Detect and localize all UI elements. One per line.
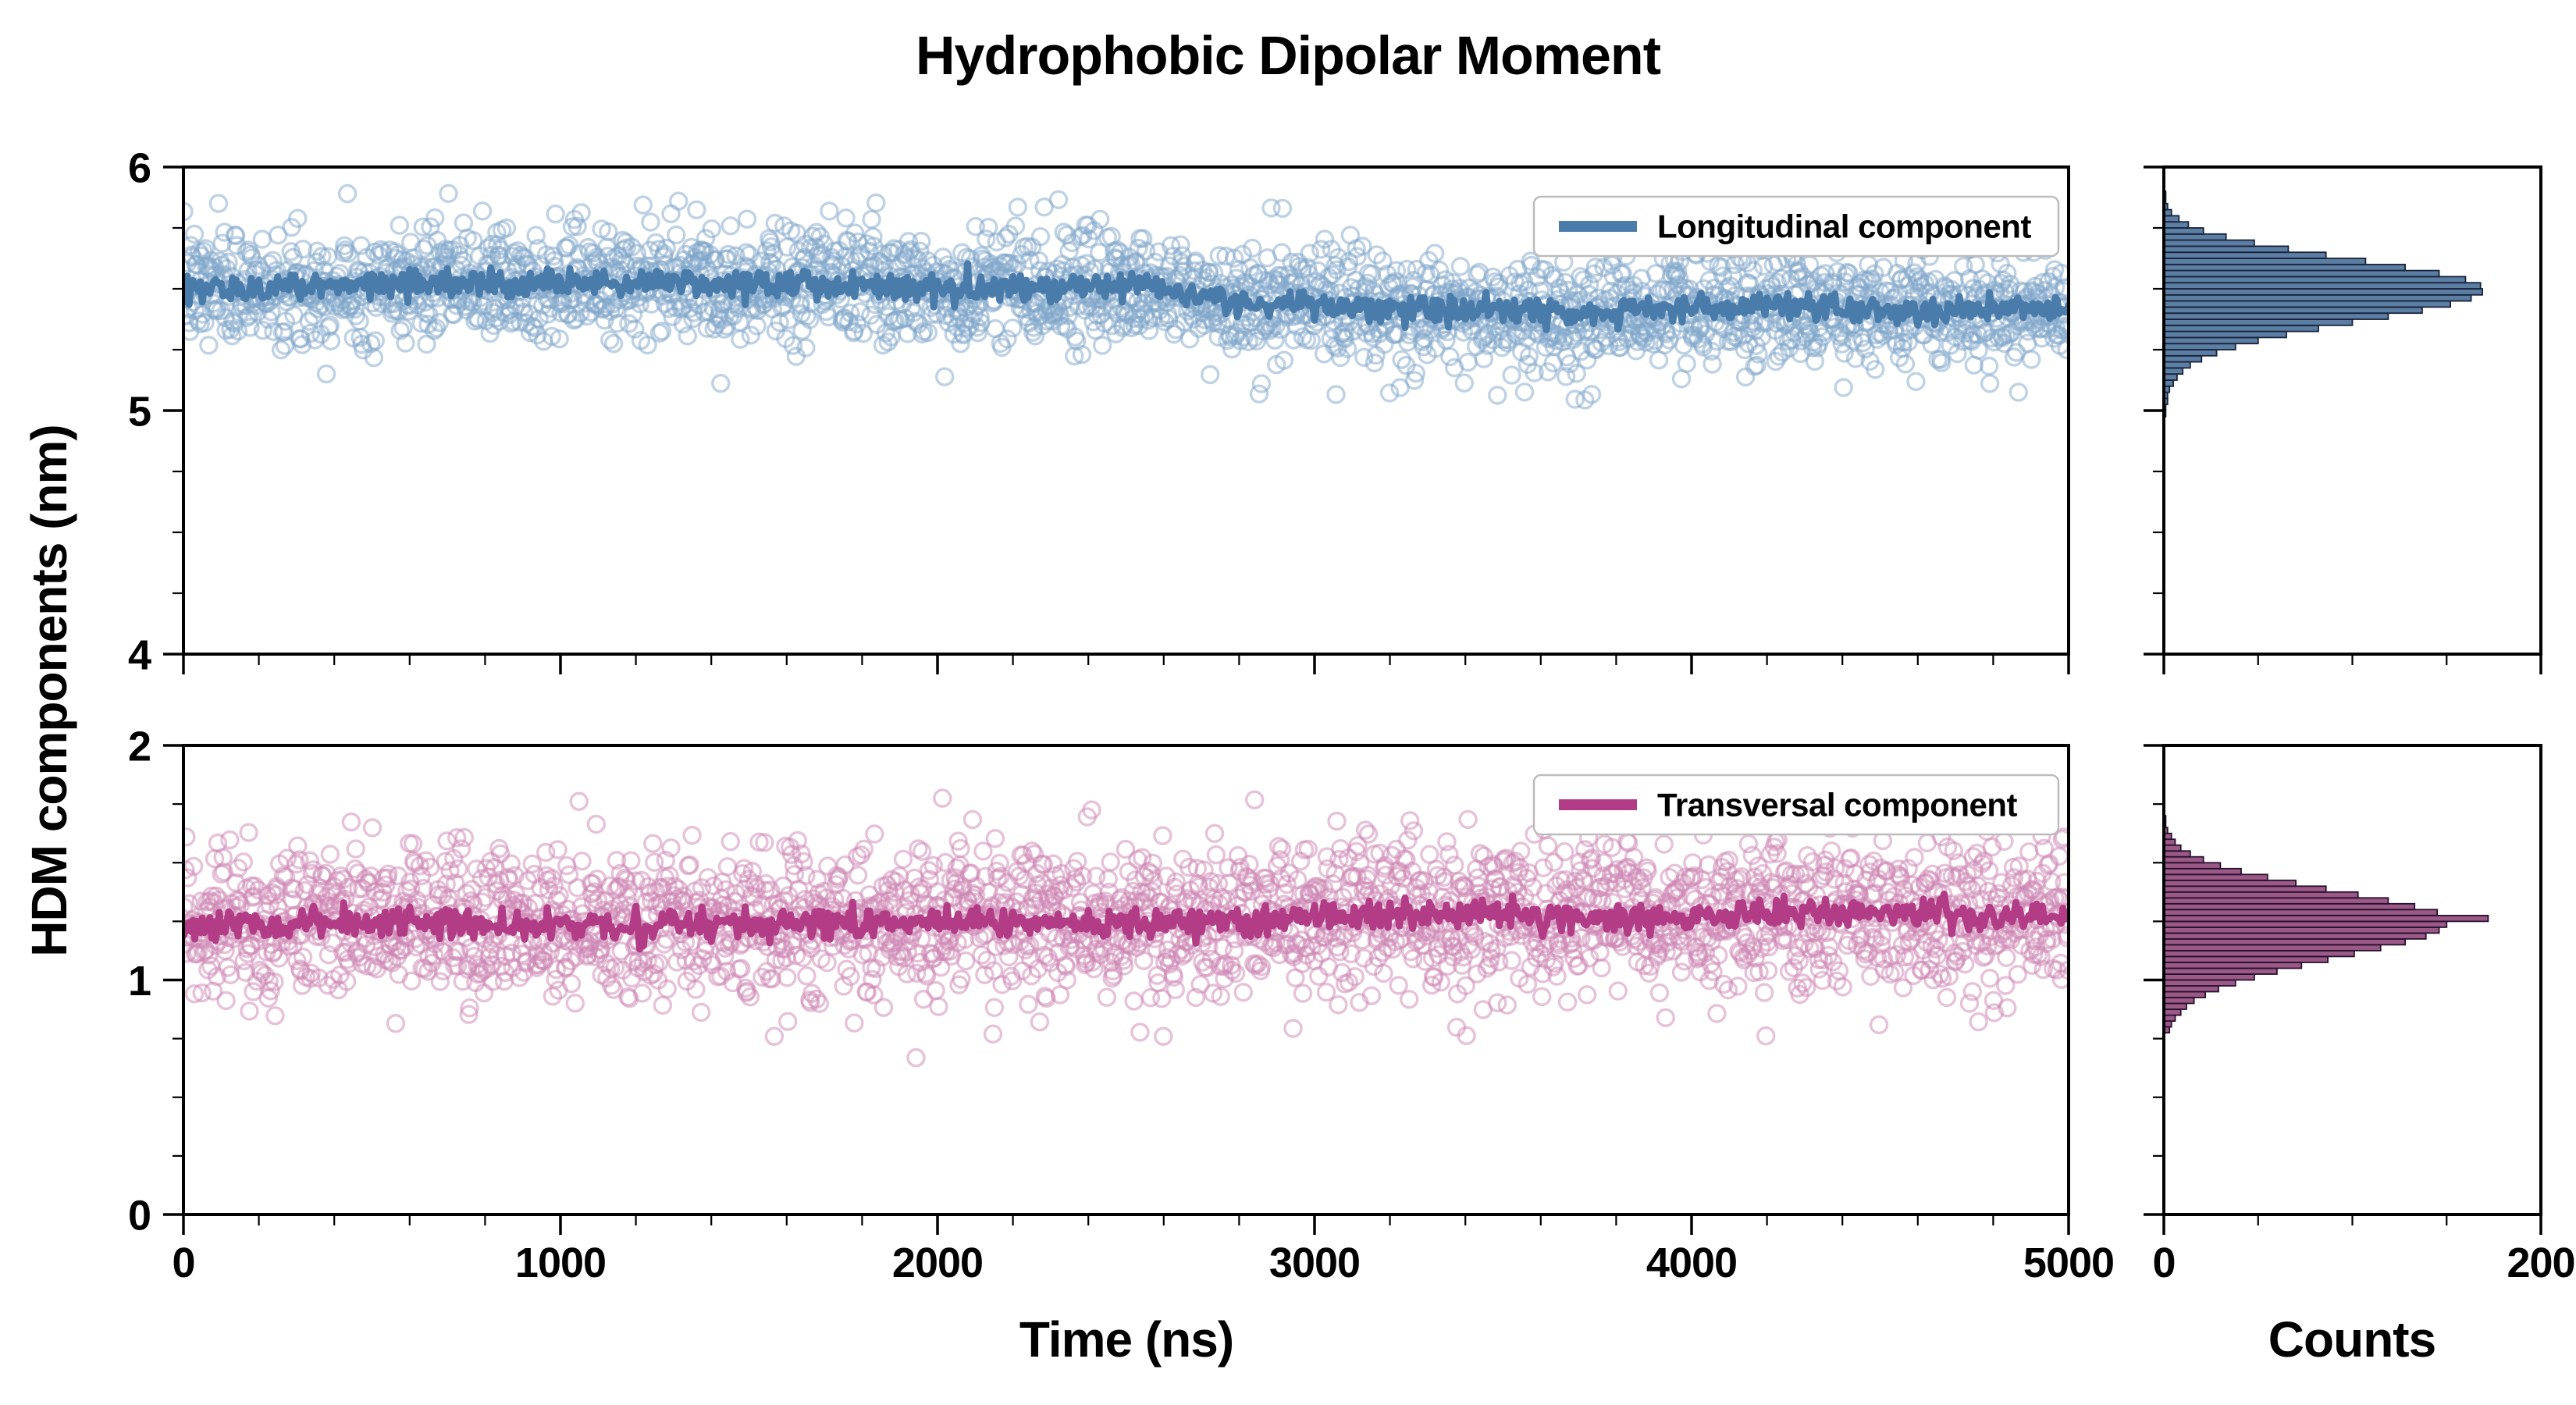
x-axis-label-time: Time (ns) bbox=[1019, 1311, 1233, 1368]
y-tick-label: 0 bbox=[128, 1192, 151, 1239]
histogram-bar bbox=[2163, 955, 2329, 963]
histogram-bar bbox=[2163, 891, 2359, 899]
x-tick-label: 4000 bbox=[1646, 1240, 1737, 1286]
histogram-bar bbox=[2163, 850, 2191, 858]
histogram-bar bbox=[2163, 276, 2467, 284]
x-tick-label: 2000 bbox=[892, 1240, 983, 1286]
histogram-bar bbox=[2163, 920, 2448, 928]
y-axis-label: HDM components (nm) bbox=[21, 425, 77, 956]
y-tick-label: 5 bbox=[128, 388, 151, 435]
histogram-bar bbox=[2163, 227, 2204, 235]
histogram-bar bbox=[2163, 367, 2184, 375]
histogram-bar bbox=[2163, 373, 2178, 381]
histogram-bar bbox=[2163, 944, 2382, 951]
histogram-longitudinal bbox=[2163, 190, 2484, 418]
histogram-bar bbox=[2163, 282, 2482, 290]
histogram-bar bbox=[2163, 838, 2176, 846]
histogram-bar bbox=[2163, 215, 2180, 223]
histogram-bar bbox=[2163, 902, 2416, 911]
histogram-bar bbox=[2163, 867, 2242, 876]
histogram-bar bbox=[2163, 909, 2439, 916]
y-tick-label: 4 bbox=[128, 631, 151, 678]
mean-line-longitudinal bbox=[183, 260, 2069, 333]
x-tick-label: 3000 bbox=[1269, 1240, 1360, 1286]
legend-longitudinal: Longitudinal component bbox=[1532, 195, 2060, 258]
histogram-bar bbox=[2163, 312, 2389, 320]
legend-label: Longitudinal component bbox=[1657, 208, 2031, 245]
histogram-bar bbox=[2163, 1008, 2182, 1016]
histogram-bar bbox=[2163, 844, 2182, 852]
histogram-transversal bbox=[2163, 815, 2489, 1033]
histogram-bar bbox=[2163, 258, 2367, 265]
histogram-bar bbox=[2163, 855, 2204, 864]
histogram-bar bbox=[2163, 873, 2268, 881]
mean-line-transversal bbox=[183, 891, 2069, 953]
histogram-bar bbox=[2163, 967, 2278, 975]
chart-title: Hydrophobic Dipolar Moment bbox=[916, 25, 1661, 86]
histogram-bar bbox=[2163, 932, 2427, 940]
y-tick-label: 1 bbox=[128, 958, 151, 1005]
histogram-bar bbox=[2163, 349, 2218, 357]
histogram-bar bbox=[2163, 306, 2423, 315]
legend-label: Transversal component bbox=[1657, 787, 2018, 823]
histogram-bar bbox=[2163, 263, 2407, 272]
histogram-bar bbox=[2163, 927, 2440, 934]
legend-box bbox=[1532, 195, 2060, 258]
x-tick-label: 1000 bbox=[515, 1240, 606, 1286]
histogram-bar bbox=[2163, 361, 2191, 369]
histogram-bar bbox=[2163, 221, 2190, 229]
histogram-bar bbox=[2163, 950, 2355, 958]
histogram-bar bbox=[2163, 915, 2489, 923]
legend-transversal: Transversal component bbox=[1532, 774, 2060, 836]
histogram-bar bbox=[2163, 293, 2472, 302]
y-tick-label: 2 bbox=[128, 723, 151, 770]
histogram-bar bbox=[2163, 251, 2327, 259]
histogram-bar bbox=[2163, 962, 2303, 969]
histogram-bar bbox=[2163, 897, 2389, 905]
x-tick-label: 0 bbox=[172, 1240, 194, 1286]
histogram-bar bbox=[2163, 330, 2287, 339]
x-axis-label-counts: Counts bbox=[2268, 1311, 2435, 1368]
y-tick-label: 6 bbox=[128, 144, 151, 191]
histogram-bar bbox=[2163, 979, 2236, 987]
histogram-bar bbox=[2163, 318, 2354, 326]
x-tick-label: 5000 bbox=[2023, 1240, 2114, 1286]
histogram-bar bbox=[2163, 879, 2297, 887]
histogram-bar bbox=[2163, 862, 2222, 870]
histogram-bar bbox=[2163, 885, 2327, 893]
histogram-bar bbox=[2163, 233, 2227, 241]
histogram-bar bbox=[2163, 1002, 2187, 1010]
histogram-bar bbox=[2163, 985, 2219, 993]
x-tick-label: 200 bbox=[2507, 1240, 2574, 1286]
histogram-bar bbox=[2163, 343, 2236, 350]
histogram-bar bbox=[2163, 991, 2206, 998]
histogram-bar bbox=[2163, 300, 2452, 308]
histogram-bar bbox=[2163, 324, 2319, 333]
histogram-bar bbox=[2163, 269, 2440, 278]
histogram-bar bbox=[2163, 245, 2290, 254]
x-tick-label: 0 bbox=[2152, 1240, 2175, 1286]
histogram-bar bbox=[2163, 288, 2484, 296]
legend-box bbox=[1532, 774, 2060, 836]
histogram-bar bbox=[2163, 973, 2255, 981]
histogram-bar bbox=[2163, 938, 2407, 946]
histogram-bar bbox=[2163, 997, 2195, 1005]
histogram-bar bbox=[2163, 354, 2203, 363]
histogram-bar bbox=[2163, 1014, 2176, 1022]
histogram-bar bbox=[2163, 336, 2259, 345]
histogram-bar bbox=[2163, 239, 2255, 247]
